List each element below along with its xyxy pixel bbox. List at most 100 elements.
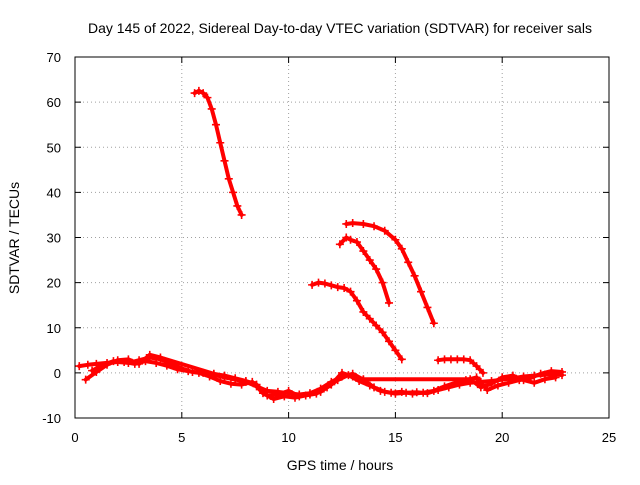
- data-point: [558, 367, 567, 376]
- data-points: [75, 86, 567, 404]
- data-point: [184, 367, 193, 376]
- data-point: [263, 391, 272, 400]
- x-tick-label: 10: [281, 430, 295, 445]
- series-trace-baseline-c: [83, 352, 558, 399]
- data-point: [440, 382, 449, 391]
- data-point: [346, 235, 355, 244]
- data-point: [370, 222, 379, 231]
- data-point: [472, 373, 481, 382]
- data-point: [429, 319, 438, 328]
- data-point: [145, 350, 154, 359]
- data-point: [75, 362, 84, 371]
- data-point: [156, 353, 165, 362]
- data-point: [348, 372, 357, 381]
- data-point: [551, 373, 560, 382]
- x-tick-label: 15: [388, 430, 402, 445]
- data-point: [194, 86, 203, 95]
- data-point: [342, 233, 351, 242]
- x-tick-label: 25: [602, 430, 616, 445]
- data-point: [314, 278, 323, 287]
- data-point: [472, 362, 481, 371]
- data-point: [540, 375, 549, 384]
- data-point: [211, 120, 220, 129]
- data-point: [397, 244, 406, 253]
- data-point: [408, 389, 417, 398]
- data-point: [423, 303, 432, 312]
- data-point: [338, 368, 346, 377]
- data-point: [372, 265, 381, 274]
- data-point: [327, 380, 336, 389]
- data-point: [216, 376, 225, 385]
- data-point: [333, 283, 342, 292]
- data-point: [466, 356, 475, 365]
- data-point: [335, 240, 344, 249]
- y-tick-label: 60: [47, 95, 61, 110]
- data-point: [252, 380, 261, 389]
- data-point: [483, 386, 492, 395]
- data-point: [220, 156, 229, 165]
- data-point: [376, 386, 385, 395]
- data-point: [387, 388, 396, 397]
- data-point: [152, 358, 161, 367]
- data-point: [348, 219, 357, 228]
- data-point: [372, 321, 381, 330]
- data-point: [199, 89, 208, 98]
- data-point: [493, 381, 502, 390]
- data-point: [231, 374, 240, 383]
- data-point: [378, 278, 387, 287]
- data-point: [320, 279, 329, 288]
- chart-title: Day 145 of 2022, Sidereal Day-to-day VTE…: [88, 20, 592, 36]
- data-point: [498, 373, 507, 382]
- data-point: [417, 287, 426, 296]
- data-point: [410, 271, 419, 280]
- data-point: [536, 369, 545, 378]
- data-point: [162, 361, 171, 370]
- y-tick-label: 10: [47, 321, 61, 336]
- data-point: [342, 219, 351, 228]
- data-point: [327, 281, 336, 290]
- data-point: [380, 226, 389, 235]
- data-point: [124, 355, 133, 364]
- data-point: [173, 365, 182, 374]
- data-point: [378, 328, 387, 337]
- x-tick-label: 0: [71, 430, 78, 445]
- data-point: [519, 376, 528, 385]
- data-point: [241, 376, 250, 385]
- data-point: [384, 337, 393, 346]
- data-point: [365, 256, 374, 265]
- data-point: [273, 390, 282, 399]
- data-point: [547, 367, 556, 376]
- data-point: [233, 201, 242, 210]
- data-point: [397, 355, 406, 364]
- data-point: [365, 314, 374, 323]
- data-point: [295, 392, 304, 401]
- data-point: [352, 296, 361, 305]
- tick-labels: 0 5 10 15 20 25 -10 0 10 20 30 40 50 60 70: [42, 50, 616, 445]
- data-point: [284, 386, 293, 395]
- data-point: [478, 368, 487, 377]
- data-point: [207, 104, 216, 113]
- data-point: [508, 371, 517, 380]
- y-tick-label: 70: [47, 50, 61, 65]
- data-point: [340, 284, 349, 293]
- data-point: [359, 247, 368, 256]
- data-point: [83, 360, 92, 369]
- data-point: [419, 388, 428, 397]
- data-point: [229, 188, 238, 197]
- data-point: [226, 379, 235, 388]
- y-tick-label: 0: [54, 366, 61, 381]
- data-point: [391, 346, 400, 355]
- data-point: [504, 378, 513, 387]
- x-axis-label: GPS time / hours: [287, 457, 394, 473]
- data-point: [487, 379, 496, 388]
- data-point: [216, 138, 225, 147]
- data-point: [103, 360, 112, 369]
- data-point: [384, 298, 393, 307]
- x-tick-label: 5: [178, 430, 185, 445]
- data-point: [434, 356, 443, 365]
- y-tick-label: 40: [47, 185, 61, 200]
- data-point: [190, 89, 199, 98]
- data-point: [316, 387, 325, 396]
- data-point: [530, 378, 539, 387]
